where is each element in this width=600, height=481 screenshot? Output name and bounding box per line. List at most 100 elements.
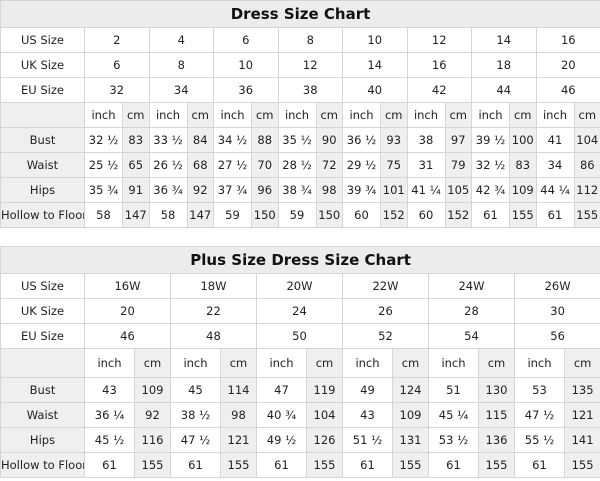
value-cm: 126 xyxy=(306,427,343,453)
value-inch: 61 xyxy=(170,452,221,478)
measurement-row: Bust 43 109 45 114 47 119 49 124 51 130 53 135 xyxy=(0,377,600,403)
value-inch: 42 ¾ xyxy=(471,177,510,203)
value-cm: 112 xyxy=(573,177,600,203)
size-value: 26 xyxy=(342,298,429,324)
size-value: 20 xyxy=(84,298,171,324)
value-inch: 49 xyxy=(342,377,393,403)
value-inch: 47 xyxy=(256,377,307,403)
unit-inch: inch xyxy=(535,102,575,128)
unit-inch: inch xyxy=(514,348,565,378)
value-inch: 40 ¾ xyxy=(256,402,307,428)
size-value: 40 xyxy=(342,77,408,103)
value-inch: 32 ½ xyxy=(471,152,510,178)
value-inch: 58 xyxy=(148,202,188,228)
value-inch: 53 ½ xyxy=(428,427,479,453)
size-value: 36 xyxy=(213,77,279,103)
value-inch: 59 xyxy=(213,202,252,228)
value-cm: 98 xyxy=(220,402,257,428)
size-value: 22W xyxy=(342,273,429,299)
measurement-row: Hips 45 ½ 116 47 ½ 121 49 ½ 126 51 ½ 131 53 ½ 136 5… xyxy=(0,427,600,453)
value-cm: 136 xyxy=(478,427,515,453)
size-row: UK Size 20 22 24 26 28 30 xyxy=(0,298,600,324)
value-cm: 104 xyxy=(306,402,343,428)
size-value: 52 xyxy=(342,323,429,349)
value-cm: 147 xyxy=(122,202,150,228)
value-cm: 96 xyxy=(251,177,279,203)
measurement-row: Hollow to Floor 58 147 58 147 59 150 59 150 60 152… xyxy=(0,202,600,228)
size-value: 16W xyxy=(84,273,171,299)
size-value: 18 xyxy=(471,52,537,78)
size-value: 24 xyxy=(256,298,343,324)
value-cm: 121 xyxy=(220,427,257,453)
row-label: US Size xyxy=(0,273,85,299)
value-cm: 141 xyxy=(563,427,600,453)
size-value: 20 xyxy=(535,52,600,78)
row-label: UK Size xyxy=(0,52,85,78)
value-inch: 45 xyxy=(170,377,221,403)
size-value: 8 xyxy=(277,27,343,53)
value-inch: 39 ¾ xyxy=(342,177,381,203)
blank-cell xyxy=(0,102,85,128)
value-cm: 90 xyxy=(315,127,343,153)
measurement-row: Waist 25 ½ 65 26 ½ 68 27 ½ 70 28 ½ 72 29 ½ 75 31 79 3… xyxy=(0,152,600,178)
value-inch: 61 xyxy=(342,452,393,478)
unit-inch: inch xyxy=(342,102,381,128)
unit-cm: cm xyxy=(122,102,150,128)
measurement-row: Waist 36 ¼ 92 38 ½ 98 40 ¾ 104 43 109 45 ¼ 115 47 ½… xyxy=(0,402,600,428)
chart-title: Dress Size Chart xyxy=(0,0,600,28)
size-value: 6 xyxy=(84,52,150,78)
value-cm: 121 xyxy=(563,402,600,428)
unit-cm: cm xyxy=(380,102,408,128)
unit-cm: cm xyxy=(186,102,214,128)
unit-inch: inch xyxy=(148,102,188,128)
value-inch: 38 ¾ xyxy=(277,177,317,203)
value-inch: 38 xyxy=(406,127,446,153)
value-inch: 45 ¼ xyxy=(428,402,479,428)
size-value: 54 xyxy=(428,323,515,349)
unit-inch: inch xyxy=(84,348,135,378)
row-label: Hollow to Floor xyxy=(0,452,85,478)
value-cm: 75 xyxy=(380,152,408,178)
value-inch: 39 ½ xyxy=(471,127,510,153)
value-inch: 45 ½ xyxy=(84,427,135,453)
value-cm: 109 xyxy=(392,402,429,428)
measurement-row: Hollow to Floor 61 155 61 155 61 155 61 155 61 155… xyxy=(0,452,600,478)
size-row: UK Size 6 8 10 12 14 16 18 20 xyxy=(0,52,600,78)
unit-cm: cm xyxy=(134,348,171,378)
value-inch: 34 xyxy=(535,152,575,178)
value-inch: 27 ½ xyxy=(213,152,252,178)
value-inch: 36 ¼ xyxy=(84,402,135,428)
value-cm: 124 xyxy=(392,377,429,403)
unit-cm: cm xyxy=(573,102,600,128)
value-cm: 135 xyxy=(563,377,600,403)
value-cm: 91 xyxy=(122,177,150,203)
size-value: 16 xyxy=(406,52,472,78)
value-inch: 47 ½ xyxy=(514,402,565,428)
size-value: 56 xyxy=(513,323,600,349)
value-inch: 34 ½ xyxy=(213,127,252,153)
unit-cm: cm xyxy=(392,348,429,378)
unit-cm: cm xyxy=(220,348,257,378)
value-cm: 105 xyxy=(444,177,472,203)
size-value: 24W xyxy=(428,273,515,299)
unit-inch: inch xyxy=(406,102,446,128)
unit-inch: inch xyxy=(256,348,307,378)
value-inch: 51 ½ xyxy=(342,427,393,453)
unit-cm: cm xyxy=(509,102,537,128)
value-inch: 26 ½ xyxy=(148,152,188,178)
size-row: EU Size 32 34 36 38 40 42 44 46 xyxy=(0,77,600,103)
row-label: Hips xyxy=(0,177,85,203)
value-cm: 155 xyxy=(509,202,537,228)
unit-inch: inch xyxy=(170,348,221,378)
value-cm: 152 xyxy=(380,202,408,228)
row-label: Waist xyxy=(0,152,85,178)
size-value: 42 xyxy=(406,77,472,103)
value-cm: 86 xyxy=(573,152,600,178)
value-cm: 68 xyxy=(186,152,214,178)
size-value: 6 xyxy=(213,27,279,53)
value-cm: 104 xyxy=(573,127,600,153)
unit-cm: cm xyxy=(478,348,515,378)
value-cm: 92 xyxy=(186,177,214,203)
value-inch: 32 ½ xyxy=(84,127,123,153)
size-value: 44 xyxy=(471,77,537,103)
